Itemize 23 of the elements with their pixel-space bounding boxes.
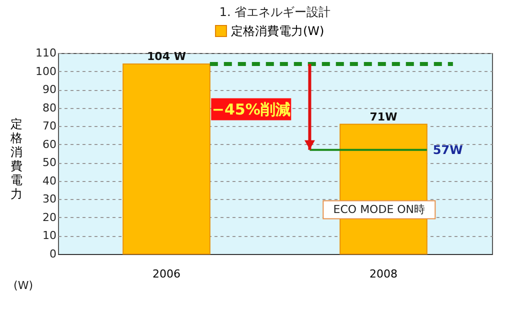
text: (W) — [14, 279, 34, 292]
x-tick-label: 2006 — [152, 268, 180, 280]
chart-title: 1. 省エネルギー設計 — [219, 5, 331, 19]
data-label: 104 W — [147, 50, 186, 63]
y-tick-label: 70 — [42, 120, 56, 133]
y-tick-label: 10 — [42, 229, 56, 242]
y-tick-label: 110 — [36, 46, 56, 60]
y-tick-label: 30 — [42, 192, 56, 206]
y-tick-label: 90 — [42, 83, 56, 96]
annotation: −45%削減 — [212, 100, 290, 118]
y-tick-label: 100 — [36, 64, 56, 78]
y-tick-label: 40 — [42, 174, 56, 188]
y-tick-label: 20 — [42, 210, 56, 224]
annotation: ECO MODE ON時 — [333, 202, 426, 216]
y-tick-label: 0 — [50, 248, 56, 260]
y-axis-title: 定格消費電力 — [10, 117, 22, 201]
x-tick-label: 2008 — [370, 268, 398, 280]
legend-label: 定格消費電力(W) — [231, 24, 324, 38]
ref-line-label: 57W — [432, 142, 463, 157]
data-label: 71W — [370, 110, 398, 124]
y-tick-label: 50 — [42, 156, 56, 170]
y-tick-label: 80 — [42, 101, 56, 114]
y-tick-label: 60 — [42, 138, 56, 151]
